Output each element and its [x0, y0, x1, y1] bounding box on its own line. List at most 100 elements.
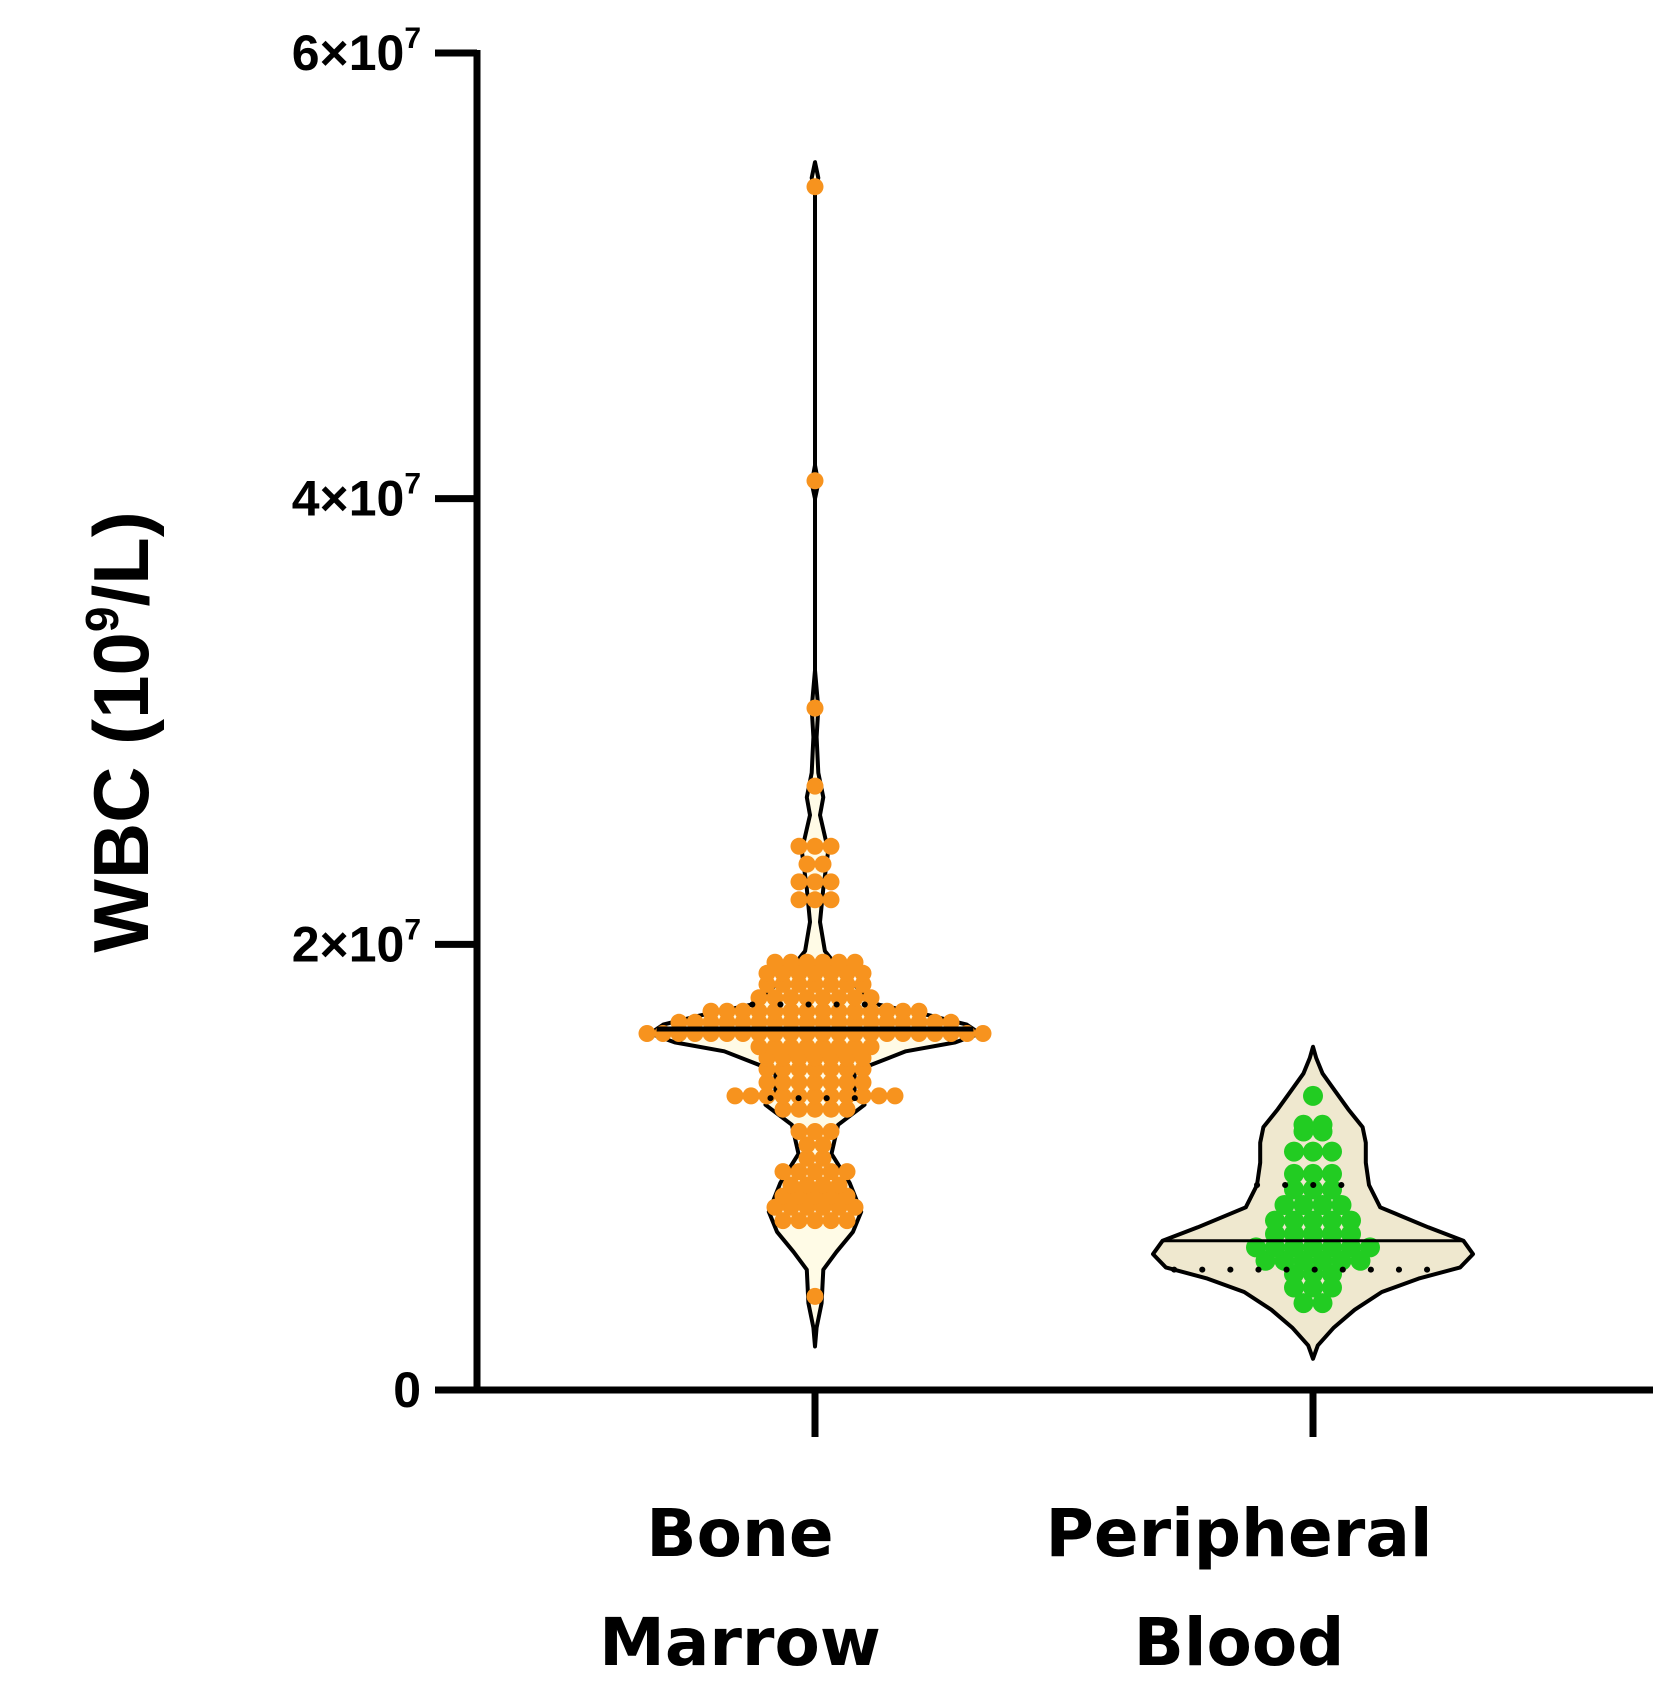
data-point: [1360, 1237, 1380, 1258]
data-point: [814, 953, 832, 971]
data-point: [830, 989, 848, 1007]
y-axis-title: WBC (109/L): [76, 511, 165, 953]
data-point: [774, 1163, 792, 1181]
data-point: [734, 1002, 752, 1020]
data-point: [806, 1074, 824, 1091]
data-point: [798, 953, 816, 971]
data-point: [798, 1176, 816, 1194]
data-point: [798, 1136, 816, 1154]
y-tick-label: 6×107: [292, 22, 421, 81]
data-point: [1274, 1195, 1295, 1215]
data-point: [910, 1002, 928, 1020]
data-point: [806, 1287, 824, 1305]
data-point: [846, 1038, 864, 1056]
data-point: [638, 1025, 656, 1042]
data-point: [806, 1087, 824, 1105]
y-axis-ticks: 0 2×107 4×107 6×107: [292, 22, 477, 1418]
data-point: [1303, 1163, 1323, 1184]
data-point: [806, 699, 824, 717]
data-point: [1331, 1195, 1352, 1215]
data-point: [798, 1038, 816, 1056]
data-point: [1312, 1195, 1333, 1215]
data-point: [838, 1100, 856, 1118]
data-point: [1322, 1163, 1342, 1184]
data-point: [806, 178, 824, 196]
data-point: [1284, 1141, 1304, 1162]
data-point: [1322, 1141, 1342, 1162]
violin-group: [638, 160, 992, 1349]
data-point: [1303, 1179, 1323, 1200]
category-label-line2: Marrow: [599, 1604, 881, 1681]
data-point: [1322, 1179, 1342, 1200]
data-point: [894, 1002, 912, 1020]
data-point: [806, 837, 824, 855]
data-point: [1284, 1210, 1304, 1231]
data-point: [822, 1100, 840, 1118]
data-point: [1265, 1210, 1285, 1231]
data-point: [790, 1074, 808, 1091]
data-point: [822, 1123, 840, 1140]
data-point: [838, 1074, 856, 1091]
data-point: [862, 989, 880, 1007]
data-point: [726, 1087, 744, 1105]
data-point: [806, 1163, 824, 1181]
data-point: [830, 953, 848, 971]
data-point: [1341, 1210, 1361, 1231]
data-point: [1312, 1114, 1333, 1135]
data-point: [702, 1002, 720, 1020]
data-point: [878, 1002, 896, 1020]
data-point: [782, 953, 800, 971]
data-point: [774, 1100, 792, 1118]
data-point: [798, 1149, 816, 1167]
data-point: [862, 1038, 880, 1056]
data-point: [774, 1212, 792, 1230]
data-point: [1322, 1210, 1342, 1231]
data-point: [806, 873, 824, 891]
violin-body: [648, 160, 982, 1349]
data-point: [814, 1136, 832, 1154]
data-point: [806, 1212, 824, 1230]
y-tick-label: 0: [393, 1362, 421, 1418]
data-point: [750, 1002, 768, 1020]
data-point: [814, 989, 832, 1007]
data-point: [1284, 1179, 1304, 1200]
data-point: [806, 1123, 824, 1140]
data-point: [1303, 1141, 1323, 1162]
x-axis-ticks: Bone Marrow Peripheral Blood: [599, 1390, 1433, 1681]
data-point: [798, 989, 816, 1007]
data-point: [766, 953, 784, 971]
data-point: [814, 855, 832, 873]
data-point: [862, 1002, 880, 1020]
data-point: [806, 891, 824, 909]
data-point: [790, 891, 808, 909]
data-point: [974, 1025, 992, 1042]
data-point: [790, 1100, 808, 1118]
data-point: [766, 1038, 784, 1056]
data-point: [814, 1176, 832, 1194]
data-point: [822, 1074, 840, 1091]
category-label-line2: Blood: [1134, 1604, 1345, 1681]
data-point: [822, 837, 840, 855]
data-point: [830, 1176, 848, 1194]
data-point: [814, 1002, 832, 1020]
data-point: [1293, 1195, 1314, 1215]
data-point: [782, 1002, 800, 1020]
data-point: [822, 891, 840, 909]
data-point: [774, 1074, 792, 1091]
category-label-line1: Bone: [646, 1495, 833, 1572]
data-point: [806, 777, 824, 795]
data-point: [790, 1163, 808, 1181]
data-point: [822, 1212, 840, 1230]
data-point: [814, 1149, 832, 1167]
data-point: [846, 953, 864, 971]
data-point: [822, 873, 840, 891]
data-point: [830, 1038, 848, 1056]
data-point: [870, 1087, 888, 1105]
data-point: [1284, 1163, 1304, 1184]
data-point: [790, 837, 808, 855]
data-point: [758, 1074, 776, 1091]
y-tick-label: 2×107: [292, 913, 421, 972]
data-point: [838, 1212, 856, 1230]
violin-group: [1151, 1044, 1475, 1361]
data-point: [790, 1212, 808, 1230]
